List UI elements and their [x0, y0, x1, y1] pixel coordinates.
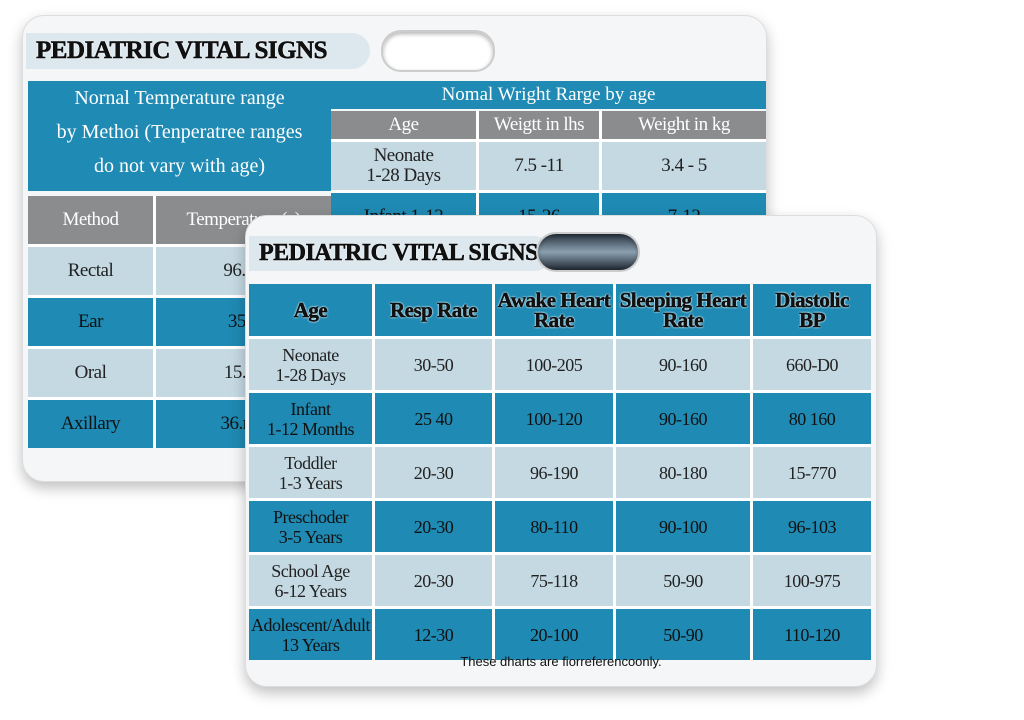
row-label: Preschoder 3-5 Years: [249, 501, 372, 552]
header-cell: Awake Heart Rate: [495, 284, 613, 336]
table-cell: 20-30: [375, 501, 492, 552]
table-cell: 80-180: [616, 447, 750, 498]
card-title: PEDIATRIC VITAL SIGNS: [26, 33, 370, 69]
row-label: Rectal: [28, 247, 153, 295]
header-cell: Weigtt in lhs: [479, 111, 599, 139]
table-cell: 30-50: [375, 339, 492, 390]
header-cell: Sleeping Heart Rate: [616, 284, 750, 336]
table-cell: 50-90: [616, 555, 750, 606]
header-cell: Age: [331, 111, 476, 139]
row-label: Toddler 1-3 Years: [249, 447, 372, 498]
row-label: Oral: [28, 349, 153, 397]
table-cell: 20-100: [495, 609, 613, 660]
row-label: Adolescent/Adult 13 Years: [249, 609, 372, 660]
footer-note: These dharts are fiorreferencoonly.: [460, 654, 662, 669]
row-label: School Age 6-12 Years: [249, 555, 372, 606]
table-cell: 80 160: [753, 393, 871, 444]
table-cell: 15-770: [753, 447, 871, 498]
card-title: PEDIATRIC VITAL SIGNS: [249, 236, 552, 271]
table-cell: 25 40: [375, 393, 492, 444]
table-cell: 100-205: [495, 339, 613, 390]
row-label: Axillary: [28, 400, 153, 448]
table-cell: 50-90: [616, 609, 750, 660]
table-cell: 90-160: [616, 393, 750, 444]
table-cell: 3.4 - 5: [602, 142, 766, 190]
table-cell: 660-D0: [753, 339, 871, 390]
row-label: Neonate 1-28 Days: [249, 339, 372, 390]
table-cell: 110-120: [753, 609, 871, 660]
header-cell: Method: [28, 196, 153, 244]
table-cell: 7.5 -11: [479, 142, 599, 190]
vitals-table: Age Resp Rate Awake Heart Rate Sleeping Hea…: [249, 284, 871, 660]
header-cell: Weight in kg: [602, 111, 766, 139]
table-cell: 90-160: [616, 339, 750, 390]
row-label: Ear: [28, 298, 153, 346]
table-cell: 90-100: [616, 501, 750, 552]
table-cell: 96-103: [753, 501, 871, 552]
row-label: Infant 1-12 Months: [249, 393, 372, 444]
weight-title: Nomal Wright Rarge by age: [331, 81, 766, 109]
header-cell: Diastolic BP: [753, 284, 871, 336]
temperature-note: Nornal Temperature range by Methoi (Tenp…: [28, 81, 331, 191]
table-cell: 75-118: [495, 555, 613, 606]
header-cell: Age: [249, 284, 372, 336]
header-cell: Resp Rate: [375, 284, 492, 336]
slot-hole: [381, 30, 495, 72]
table-cell: 20-30: [375, 447, 492, 498]
table-cell: 20-30: [375, 555, 492, 606]
table-cell: 100-975: [753, 555, 871, 606]
row-label: Neonate 1-28 Days: [331, 142, 476, 190]
table-cell: 12-30: [375, 609, 492, 660]
table-cell: 80-110: [495, 501, 613, 552]
slot-hole: [536, 232, 640, 272]
table-cell: 100-120: [495, 393, 613, 444]
front-card: PEDIATRIC VITAL SIGNS Age Resp Rate Awake …: [245, 215, 877, 687]
table-cell: 96-190: [495, 447, 613, 498]
